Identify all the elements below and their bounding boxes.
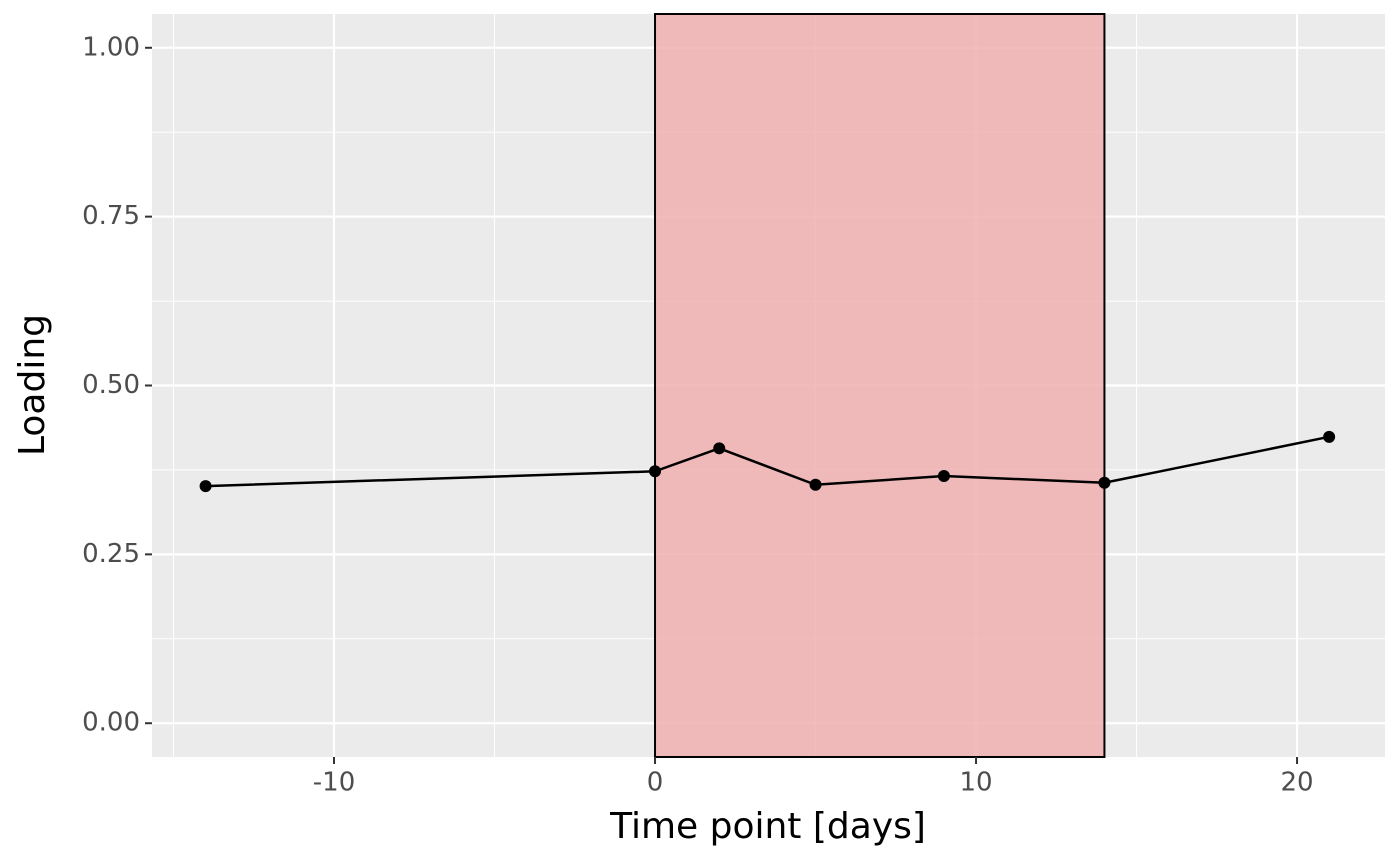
x-tick-label: 0 bbox=[647, 768, 664, 798]
x-tick-label: 20 bbox=[1280, 768, 1313, 798]
y-tick-label: 0.00 bbox=[82, 708, 140, 738]
y-tick-label: 0.25 bbox=[82, 539, 140, 569]
point bbox=[1098, 476, 1111, 489]
x-tick-label: 10 bbox=[959, 768, 992, 798]
y-tick-label: 0.75 bbox=[82, 201, 140, 231]
point bbox=[649, 465, 662, 478]
x-tick-label: -10 bbox=[313, 768, 355, 798]
point bbox=[809, 478, 822, 491]
point bbox=[937, 470, 950, 483]
point bbox=[1323, 430, 1336, 443]
y-tick-label: 0.50 bbox=[82, 370, 140, 400]
point bbox=[199, 480, 212, 493]
y-axis-title: Loading bbox=[12, 314, 53, 456]
x-axis-title: Time point [days] bbox=[609, 806, 926, 847]
y-tick-label: 1.00 bbox=[82, 32, 140, 62]
shaded-region bbox=[654, 13, 1106, 758]
point bbox=[713, 442, 726, 455]
